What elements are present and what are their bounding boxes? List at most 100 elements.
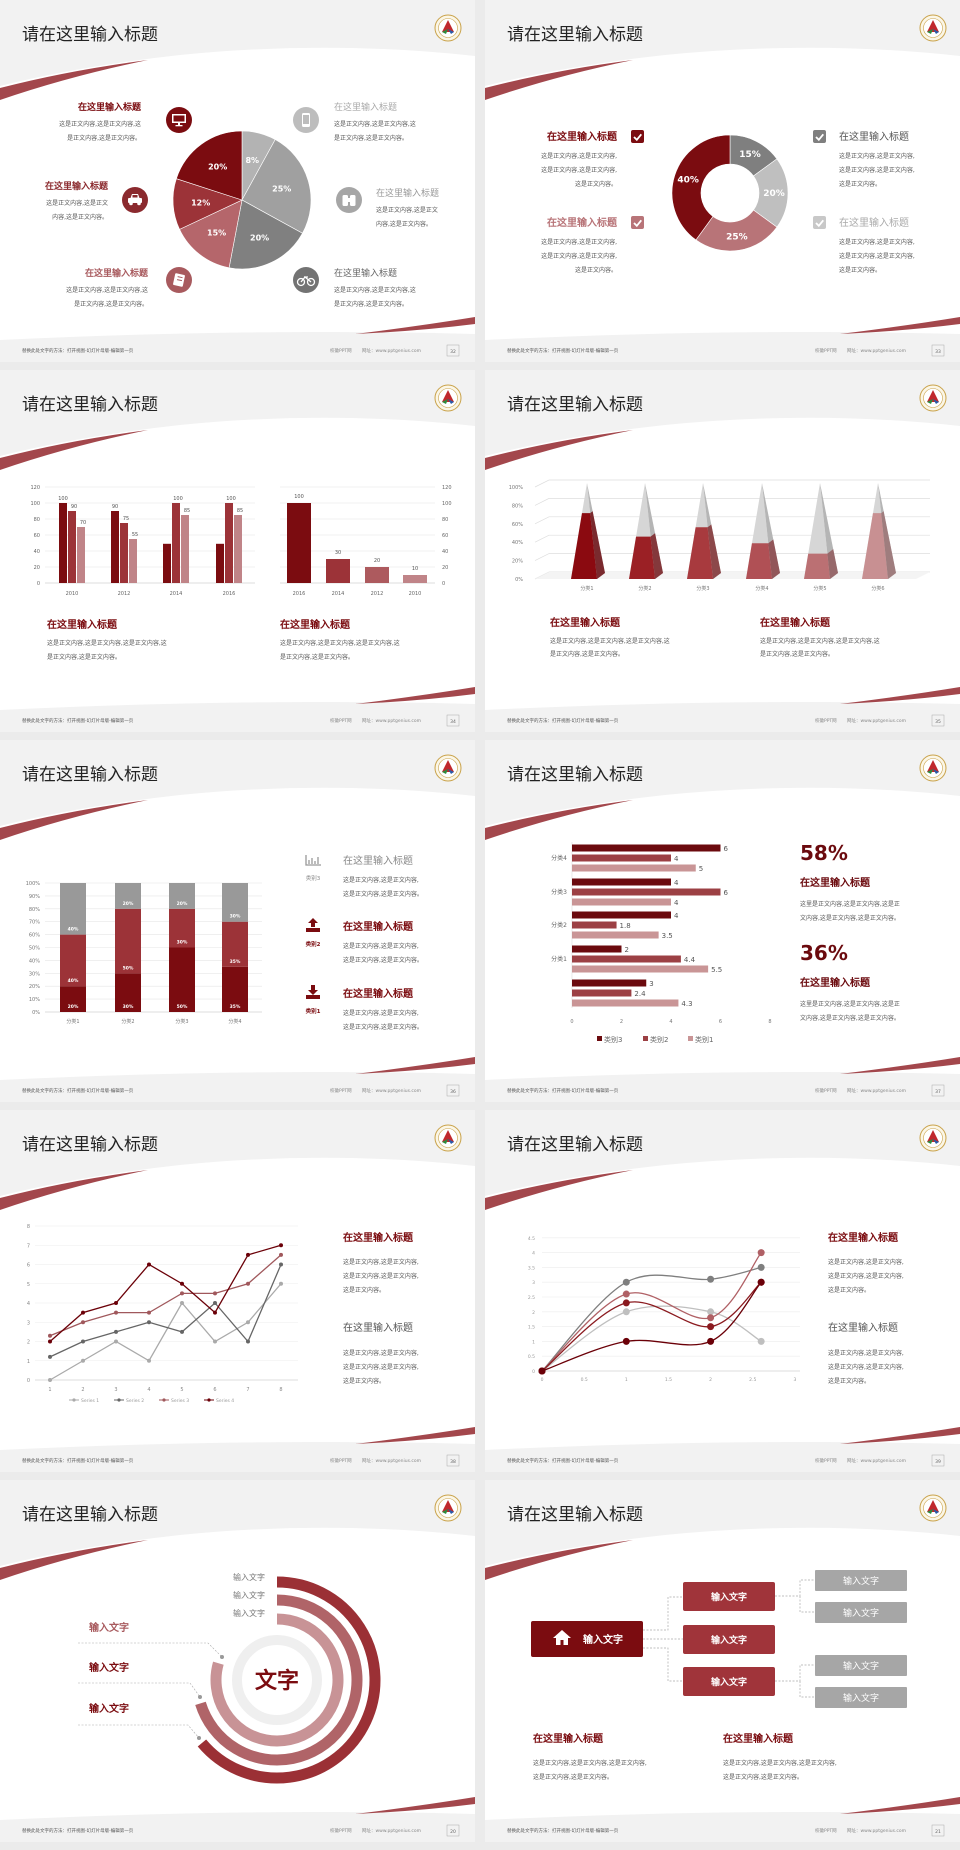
- x-tick-label: 分类1: [580, 585, 593, 592]
- y-tick-label: 100%: [26, 881, 41, 887]
- legend-label: Series 2: [126, 1398, 144, 1404]
- block-body-line: 这是正文内容,这是正文内容,: [343, 942, 419, 950]
- slide-39[interactable]: 请在这里输入标题 替换此处文字的方法：打开视图-幻灯片母版-编辑第一页 校徽PPT网…: [485, 1110, 960, 1472]
- category-label: 分类3: [551, 888, 567, 896]
- progress-ring: [195, 1594, 363, 1766]
- x-tick-label: 分类3: [175, 1018, 188, 1025]
- root-node[interactable]: 输入文字: [531, 1621, 643, 1657]
- block-body-line: 这是正文内容,这是正文内容,这是正文内容,这: [550, 637, 670, 645]
- page-number: 36: [450, 1089, 456, 1095]
- gridline: [534, 479, 930, 488]
- pie-label: 8%: [245, 156, 259, 165]
- slide-38[interactable]: 请在这里输入标题 替换此处文字的方法：打开视图-幻灯片母版-编辑第一页 校徽PPT网…: [0, 1110, 475, 1472]
- branch-node[interactable]: 输入文字: [683, 1625, 775, 1654]
- category-label: 分类2: [551, 921, 567, 929]
- pie-label: 20%: [208, 163, 227, 172]
- block-title: 在这里输入标题: [723, 1732, 794, 1745]
- y-tick-label: 20%: [29, 984, 40, 990]
- category-label: 分类1: [551, 955, 567, 963]
- scatter-series-line: [541, 1266, 762, 1372]
- bar-value-label: 5: [699, 865, 703, 873]
- x-tick-label: 3: [793, 1377, 796, 1383]
- line-point: [48, 1354, 52, 1359]
- slide-21[interactable]: 请在这里输入标题 替换此处文字的方法：打开视图-幻灯片母版-编辑第一页 校徽PPT网…: [485, 1480, 960, 1842]
- bar-value-label: 90: [71, 504, 77, 510]
- checkbox-checked-icon[interactable]: [813, 130, 826, 143]
- slide-title: 请在这里输入标题: [507, 25, 643, 45]
- leaf-node[interactable]: 输入文字: [815, 1570, 907, 1591]
- footer-site: 校徽PPT网: [330, 1087, 352, 1094]
- x-tick-label: 4: [147, 1387, 150, 1393]
- branch-node[interactable]: 输入文字: [683, 1667, 775, 1696]
- x-tick-label: 分类2: [638, 585, 651, 592]
- slide-33[interactable]: 请在这里输入标题 替换此处文字的方法：打开视图-幻灯片母版-编辑第一页 校徽PPT网…: [485, 0, 960, 362]
- header-band: [485, 370, 960, 456]
- x-tick-label: 6: [719, 1019, 722, 1025]
- footer-url: 网址：www.pptgenius.com: [362, 1457, 421, 1464]
- footer-url: 网址：www.pptgenius.com: [362, 1087, 421, 1094]
- y-tick-label: 60%: [29, 933, 40, 939]
- y-tick-label: 80: [442, 517, 448, 523]
- checkbox-checked-icon[interactable]: [631, 130, 644, 143]
- line-point: [147, 1320, 151, 1325]
- progress-ring: [210, 1613, 344, 1747]
- school-logo: [919, 1494, 947, 1522]
- home-icon: [553, 1630, 571, 1645]
- slide-35[interactable]: 请在这里输入标题 替换此处文字的方法：打开视图-幻灯片母版-编辑第一页 校徽PPT网…: [485, 370, 960, 732]
- footer-note: 替换此处文字的方法：打开视图-幻灯片母版-编辑第一页: [507, 1827, 619, 1834]
- checkbox-checked-icon[interactable]: [631, 216, 644, 229]
- slide-37[interactable]: 请在这里输入标题 替换此处文字的方法：打开视图-幻灯片母版-编辑第一页 校徽PPT网…: [485, 740, 960, 1102]
- pyramid-bar: [629, 483, 663, 579]
- block-body-line: 这是正文内容,这是正文内容,: [828, 1272, 904, 1280]
- segment-label: 20%: [123, 901, 134, 907]
- hbar: [572, 931, 659, 939]
- school-logo: [434, 754, 462, 782]
- footer-band: [0, 1442, 475, 1472]
- bar: [287, 503, 311, 583]
- footer-band: [485, 1072, 960, 1102]
- leaf-node[interactable]: 输入文字: [815, 1655, 907, 1676]
- page-number-box: [931, 1454, 945, 1467]
- stacked-bar-segment: [115, 908, 141, 974]
- footer-url: 网址：www.pptgenius.com: [847, 1087, 906, 1094]
- footer-swoosh: [840, 317, 960, 334]
- line-series: [49, 1254, 282, 1337]
- block-title: 在这里输入标题: [280, 618, 351, 631]
- block-body-line: 这里是正文内容,这是正文内容,这是正: [800, 900, 900, 908]
- branch-node[interactable]: 输入文字: [683, 1582, 775, 1611]
- stacked-bar-segment: [60, 883, 86, 935]
- footer-note: 替换此处文字的方法：打开视图-幻灯片母版-编辑第一页: [507, 347, 619, 354]
- footer-site: 校徽PPT网: [330, 717, 352, 724]
- slide-title: 请在这里输入标题: [22, 1135, 158, 1155]
- footer-url: 网址：www.pptgenius.com: [362, 717, 421, 724]
- footer-swoosh: [355, 1427, 475, 1444]
- x-tick-label: 2016: [293, 591, 306, 597]
- leaf-node[interactable]: 输入文字: [815, 1602, 907, 1623]
- slide-36[interactable]: 请在这里输入标题 替换此处文字的方法：打开视图-幻灯片母版-编辑第一页 校徽PPT网…: [0, 740, 475, 1102]
- side-label: 输入文字: [89, 1661, 129, 1674]
- slide-title: 请在这里输入标题: [22, 395, 158, 415]
- slide-34[interactable]: 请在这里输入标题 替换此处文字的方法：打开视图-幻灯片母版-编辑第一页 校徽PPT网…: [0, 370, 475, 732]
- bar-value-label: 20: [374, 558, 380, 564]
- bar-value-label: 4: [674, 912, 679, 920]
- connector-line: [643, 1647, 683, 1682]
- hbar: [572, 888, 721, 896]
- y-tick-label: 1: [532, 1339, 535, 1345]
- checkbox-checked-icon[interactable]: [813, 216, 826, 229]
- slide-32[interactable]: 请在这里输入标题 替换此处文字的方法：打开视图-幻灯片母版-编辑第一页 校徽PPT网…: [0, 0, 475, 362]
- connector-line: [775, 1579, 815, 1597]
- block-title: 在这里输入标题: [839, 130, 909, 143]
- block-body-line: 这是正文内容,这是正文内容,这: [59, 120, 141, 128]
- connector-line: [775, 1664, 815, 1682]
- pyramid-bar: [746, 483, 780, 579]
- header-band: [485, 1110, 960, 1196]
- scatter-series-line: [541, 1252, 762, 1372]
- leaf-node[interactable]: 输入文字: [815, 1687, 907, 1708]
- bar: [120, 523, 128, 583]
- bar: [216, 543, 224, 583]
- x-tick-label: 分类3: [696, 585, 709, 592]
- slide-20[interactable]: 请在这里输入标题 替换此处文字的方法：打开视图-幻灯片母版-编辑第一页 校徽PPT网…: [0, 1480, 475, 1842]
- scatter-point: [707, 1337, 715, 1345]
- header-band: [485, 0, 960, 86]
